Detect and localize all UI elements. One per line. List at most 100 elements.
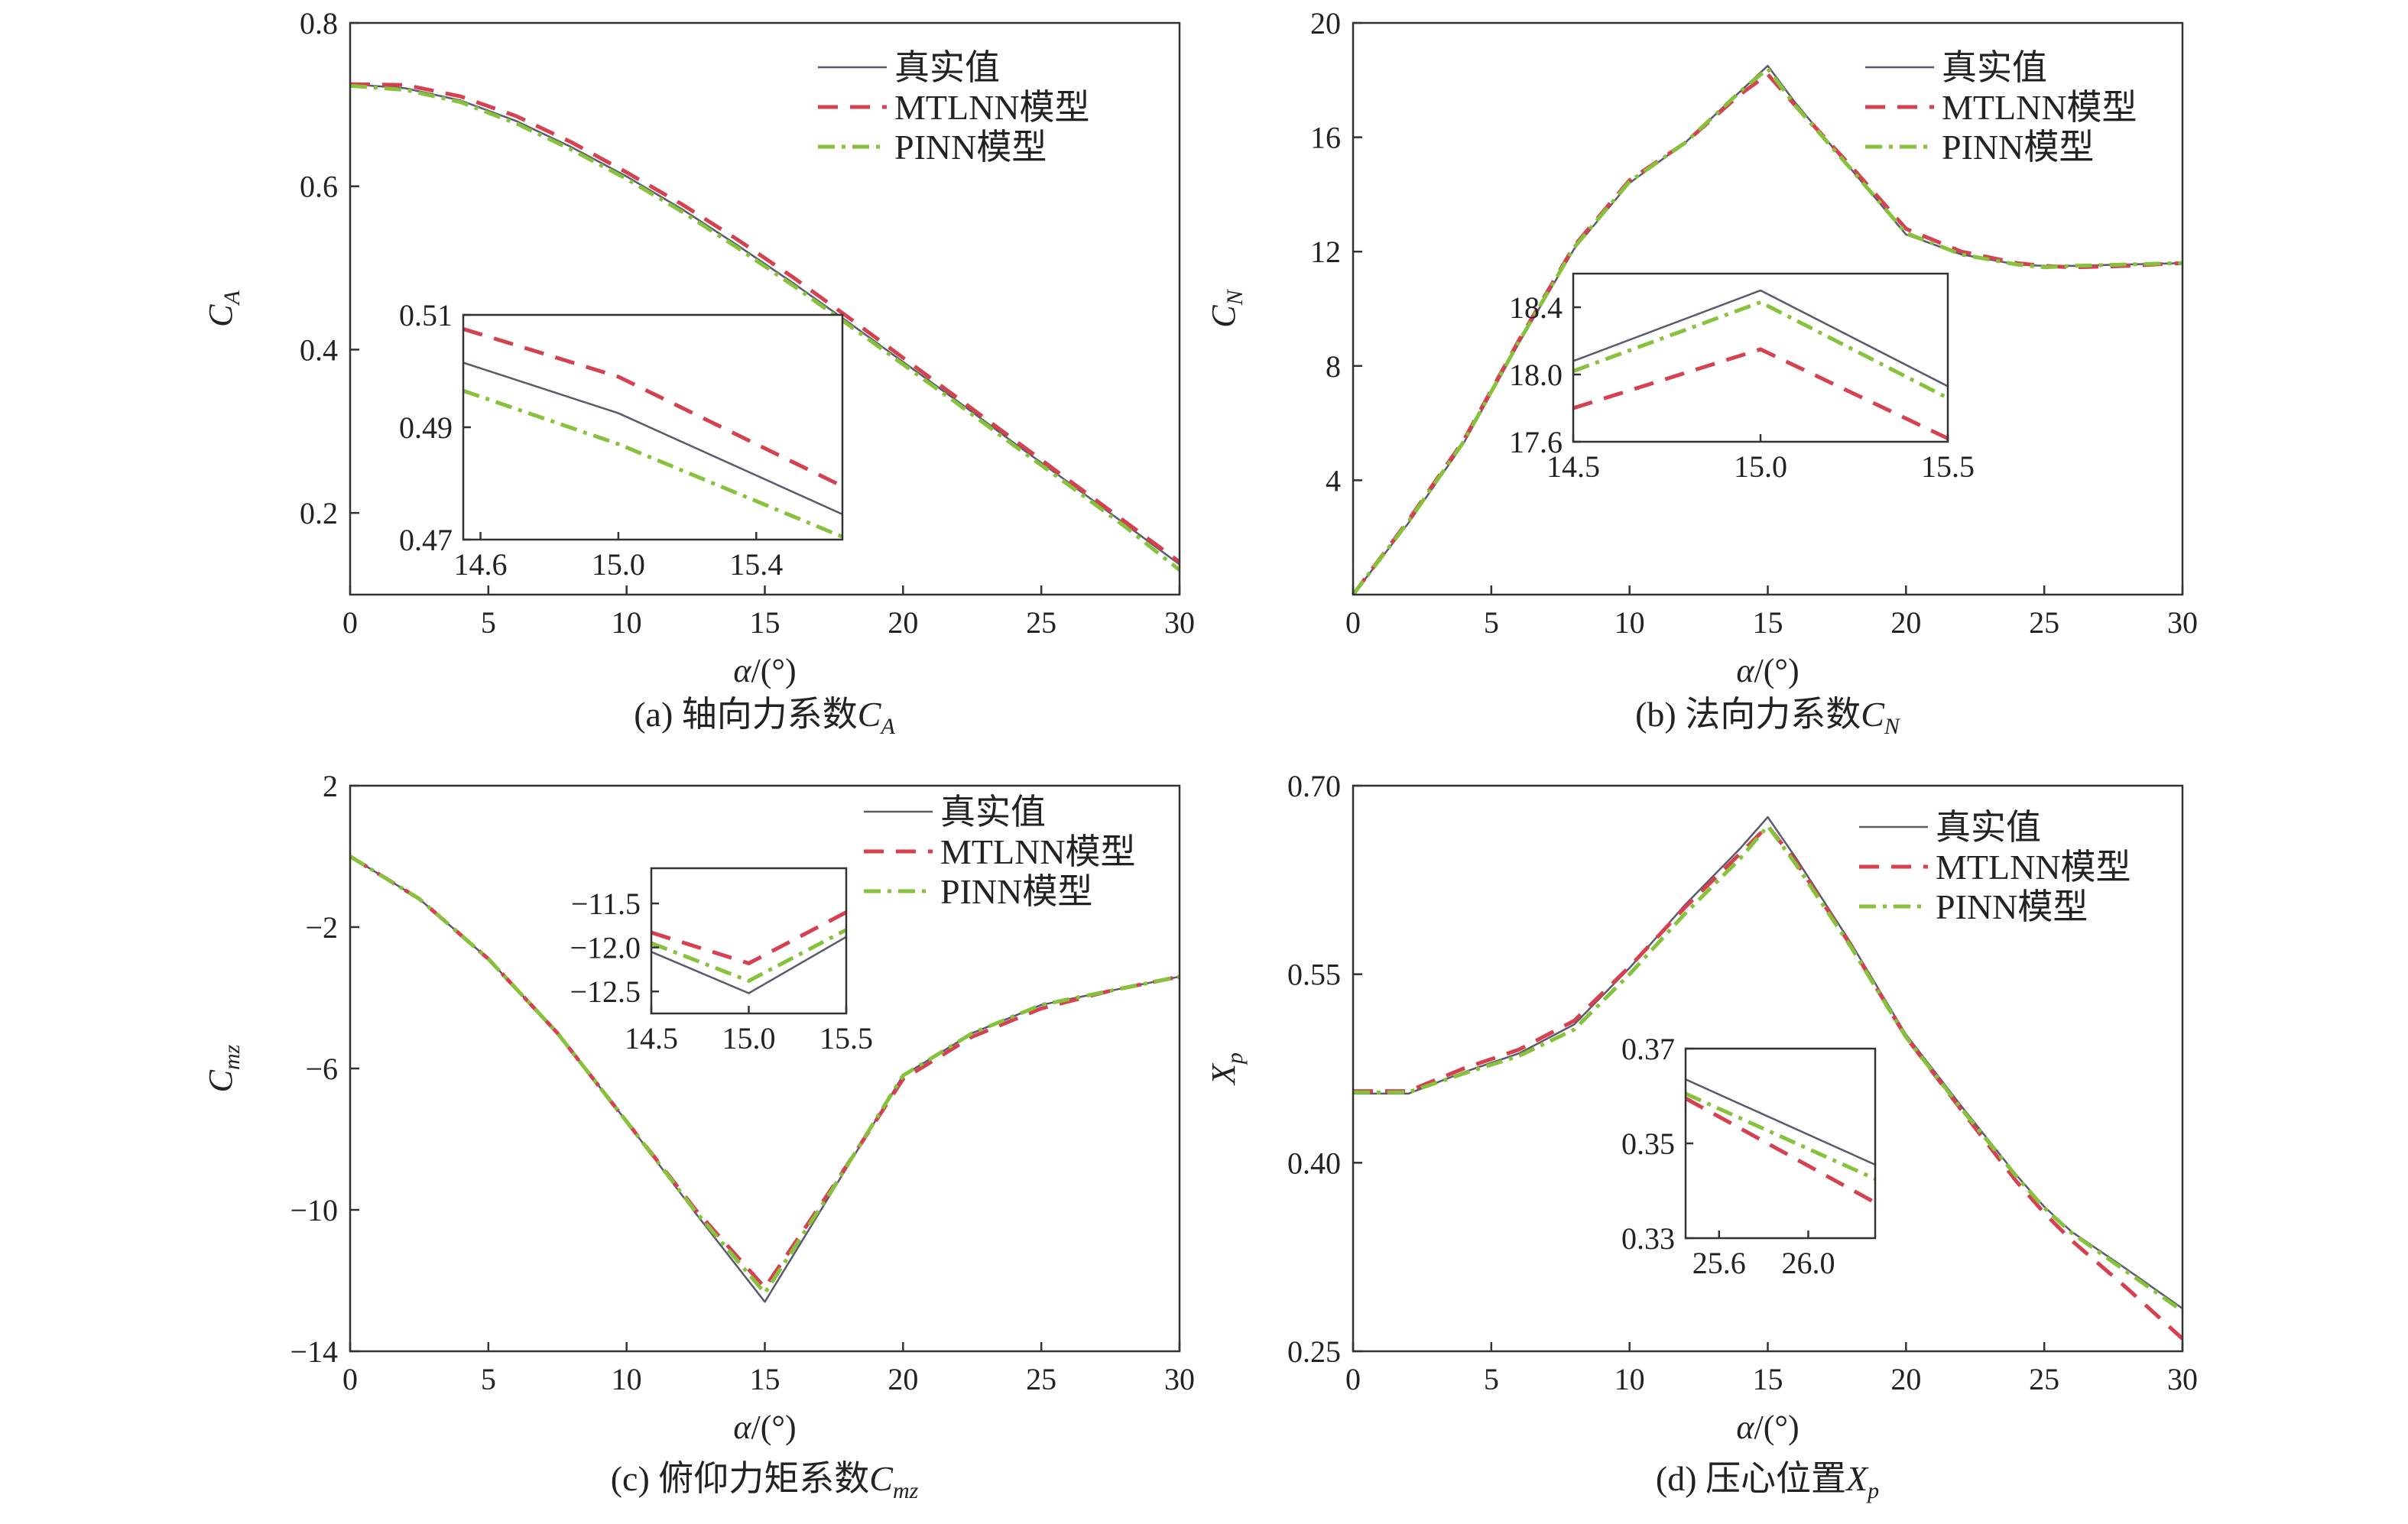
x-axis-label: α/(°) <box>1736 1409 1799 1446</box>
inset-line-mtlnn <box>651 910 846 966</box>
x-tick-label: 20 <box>1890 605 1921 640</box>
y-tick-label: 0.55 <box>1287 958 1341 992</box>
y-tick-label: 20 <box>1310 6 1341 41</box>
inset-y-tick-label: 18.0 <box>1509 358 1563 392</box>
x-tick-label: 10 <box>1615 605 1645 640</box>
inset-line-true <box>1573 289 1948 387</box>
y-tick-label: 0.4 <box>300 332 338 367</box>
x-tick-label: 5 <box>1484 605 1499 640</box>
y-tick-label: −2 <box>305 910 338 945</box>
y-axis-label: CA <box>202 290 245 326</box>
y-tick-label: 4 <box>1326 463 1341 498</box>
x-tick-label: 15 <box>1753 605 1783 640</box>
inset-y-tick-label: 0.33 <box>1621 1221 1675 1256</box>
legend-label-mtlnn: MTLNN模型 <box>1942 88 2137 127</box>
chart-panel-4: 0 5 10 15 20 25 30 0.25 0.40 0.55 0.70 α/(°) Xp (d) 压… <box>1205 769 2198 1503</box>
inset-line-pinn <box>651 928 846 984</box>
x-tick-label: 30 <box>1164 1362 1195 1396</box>
y-tick-label: −6 <box>305 1052 338 1086</box>
inset-line-mtlnn <box>1686 1096 1875 1205</box>
inset-y-tick-label: −11.5 <box>571 887 641 921</box>
x-axis-label: α/(°) <box>733 652 796 689</box>
y-axis-label: Xp <box>1205 1052 1248 1086</box>
y-tick-label: 2 <box>323 769 338 803</box>
inset-y-tick-label: 17.6 <box>1509 425 1563 459</box>
x-axis-label: α/(°) <box>1736 652 1799 689</box>
legend-label-mtlnn: MTLNN模型 <box>940 832 1136 871</box>
inset-line-mtlnn <box>1573 347 1948 440</box>
inset-y-tick-label: 18.4 <box>1509 290 1563 325</box>
chart-panel-2: 0 5 10 15 20 25 30 4 8 12 16 20 α/(°) CN (b) 法向力系数CN 真实… <box>1205 6 2198 739</box>
legend-label-pinn: PINN模型 <box>1936 887 2088 926</box>
x-tick-label: 30 <box>2167 605 2198 640</box>
x-tick-label: 30 <box>1164 605 1195 640</box>
series-line-pinn <box>349 854 1180 1295</box>
chart-panel-3: 0 5 10 15 20 25 30 −14 −10 −6 −2 2 α/(°) Cmz (c) 俯仰力矩系… <box>202 769 1195 1503</box>
series-line-mtlnn <box>1353 824 2184 1341</box>
x-tick-label: 15 <box>750 605 780 640</box>
y-axis-label: CN <box>1205 288 1248 327</box>
x-tick-label: 10 <box>612 605 642 640</box>
series-line-pinn <box>1353 824 2184 1313</box>
legend-label-true: 真实值 <box>1936 808 2041 847</box>
x-tick-label: 20 <box>888 605 918 640</box>
inset-x-tick-label: 15.5 <box>1921 449 1975 484</box>
x-tick-label: 15 <box>1753 1362 1783 1396</box>
panel-caption: (a) 轴向力系数CA <box>634 695 895 739</box>
y-tick-label: 0.8 <box>300 6 338 41</box>
x-tick-label: 25 <box>1026 1362 1056 1396</box>
y-tick-label: −10 <box>290 1193 338 1227</box>
x-tick-label: 5 <box>1484 1362 1499 1396</box>
series-line-true <box>1353 816 2183 1310</box>
panel-caption: (d) 压心位置Xp <box>1656 1459 1879 1503</box>
legend-label-true: 真实值 <box>894 48 1000 87</box>
inset-y-tick-label: −12.0 <box>570 931 641 965</box>
inset-zoom: 25.6 26.0 0.33 0.35 0.37 <box>1621 1032 1877 1280</box>
inset-x-tick-label: 14.6 <box>454 547 508 582</box>
inset-x-tick-label: 15.5 <box>819 1021 873 1055</box>
x-tick-label: 25 <box>2029 605 2059 640</box>
inset-x-tick-label: 15.0 <box>722 1021 776 1055</box>
legend-label-true: 真实值 <box>1942 48 2047 87</box>
inset-x-tick-label: 15.4 <box>729 547 783 582</box>
y-tick-label: 16 <box>1310 121 1341 155</box>
inset-x-tick-label: 15.0 <box>592 547 645 582</box>
y-tick-label: 0.25 <box>1287 1334 1341 1369</box>
x-tick-label: 0 <box>1345 605 1361 640</box>
inset-x-tick-label: 14.5 <box>1546 449 1600 484</box>
inset-line-true <box>1686 1078 1875 1166</box>
series-line-mtlnn <box>349 82 1181 564</box>
series-line-true <box>349 83 1180 566</box>
x-tick-label: 15 <box>750 1362 780 1396</box>
y-tick-label: 8 <box>1326 349 1341 384</box>
inset-x-tick-label: 25.6 <box>1692 1246 1746 1280</box>
legend-label-mtlnn: MTLNN模型 <box>1936 848 2131 887</box>
x-tick-label: 0 <box>342 1362 358 1396</box>
series-line-pinn <box>349 83 1181 572</box>
inset-x-tick-label: 15.0 <box>1734 449 1787 484</box>
panel-caption: (b) 法向力系数CN <box>1635 695 1901 739</box>
inset-y-tick-label: 0.47 <box>399 523 453 557</box>
inset-line-mtlnn <box>463 327 842 488</box>
chart-panel-1: 0 5 10 15 20 25 30 0.2 0.4 0.6 0.8 α/(°) CA (a) 轴向力系数… <box>202 6 1195 739</box>
x-tick-label: 5 <box>481 1362 496 1396</box>
x-axis-label: α/(°) <box>733 1409 796 1446</box>
y-tick-label: 0.6 <box>300 170 338 204</box>
legend-label-true: 真实值 <box>940 793 1046 832</box>
y-tick-label: 0.2 <box>300 496 338 530</box>
y-tick-label: 0.70 <box>1287 769 1341 803</box>
inset-zoom: 14.6 15.0 15.4 0.47 0.49 0.51 <box>399 298 844 582</box>
inset-y-tick-label: −12.5 <box>570 974 641 1009</box>
inset-zoom: 14.5 15.0 15.5 −12.5 −12.0 −11.5 <box>570 867 873 1055</box>
x-tick-label: 10 <box>1615 1362 1645 1396</box>
inset-y-tick-label: 0.51 <box>399 298 453 332</box>
legend-label-pinn: PINN模型 <box>894 128 1047 167</box>
x-tick-label: 5 <box>481 605 496 640</box>
inset-line-pinn <box>463 388 842 539</box>
x-tick-label: 25 <box>1026 605 1056 640</box>
